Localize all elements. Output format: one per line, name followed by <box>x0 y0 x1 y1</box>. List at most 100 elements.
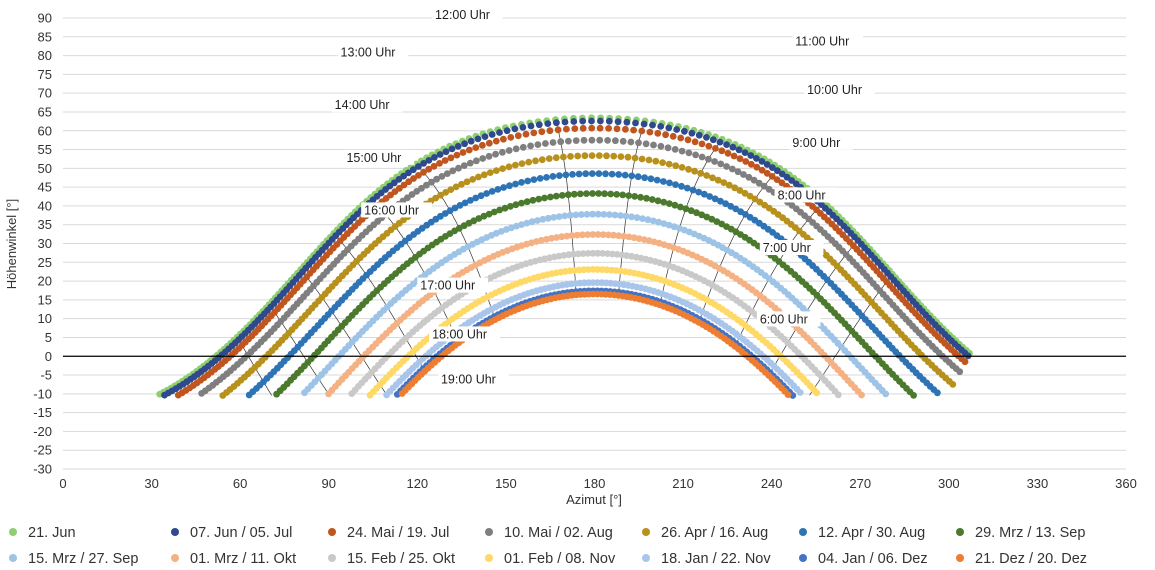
data-point <box>660 220 668 228</box>
data-point <box>956 368 964 376</box>
data-point <box>436 151 444 158</box>
time-label: 7:00 Uhr <box>763 241 811 255</box>
x-tick-label: 330 <box>1027 476 1049 491</box>
data-point <box>580 136 588 144</box>
hour-line <box>555 120 577 295</box>
legend-label: 18. Jan / 22. Nov <box>661 551 771 567</box>
data-point <box>768 173 776 180</box>
data-point <box>490 208 498 216</box>
data-point <box>705 142 713 150</box>
data-point <box>501 204 509 212</box>
data-point <box>709 136 717 144</box>
data-point <box>474 135 482 143</box>
data-point <box>500 184 507 191</box>
data-point <box>536 175 544 182</box>
data-point <box>529 196 537 204</box>
data-point <box>607 190 615 198</box>
time-label-bg <box>774 187 839 203</box>
x-tick-label: 360 <box>1115 476 1137 491</box>
data-point <box>722 200 729 208</box>
data-point <box>671 146 679 153</box>
data-point <box>619 137 627 145</box>
time-label: 17:00 Uhr <box>420 279 475 293</box>
data-point <box>425 165 433 173</box>
data-point <box>538 156 546 164</box>
data-point <box>769 164 776 172</box>
data-point <box>697 169 705 177</box>
y-tick-label: 20 <box>38 274 52 289</box>
data-point <box>555 213 563 221</box>
legend-marker <box>642 528 650 536</box>
data-point <box>662 131 669 139</box>
data-point <box>773 176 781 184</box>
time-label-bg <box>756 311 821 327</box>
data-point <box>561 118 569 126</box>
data-point <box>548 234 555 242</box>
time-label-bg <box>331 97 403 113</box>
data-point <box>654 197 662 205</box>
legend-label: 15. Mrz / 27. Sep <box>28 551 138 567</box>
x-tick-label: 60 <box>233 476 247 491</box>
data-point <box>575 170 583 178</box>
data-point <box>463 178 471 186</box>
data-point <box>665 160 673 168</box>
data-point <box>588 136 596 144</box>
data-point <box>512 201 520 209</box>
y-tick-label: -25 <box>33 443 52 458</box>
data-point <box>451 204 459 212</box>
data-point <box>432 194 439 202</box>
data-point <box>494 186 502 193</box>
data-point <box>545 155 553 163</box>
y-tick-label: 0 <box>45 349 52 364</box>
data-point <box>455 164 462 172</box>
data-point <box>579 231 586 239</box>
series-8 <box>301 210 890 398</box>
data-point <box>683 184 691 192</box>
data-point <box>605 231 612 239</box>
data-point <box>518 221 525 229</box>
data-point <box>672 181 679 189</box>
data-point <box>448 145 456 153</box>
data-point <box>774 167 781 175</box>
data-point <box>492 150 499 158</box>
legend-marker <box>642 554 650 562</box>
data-point <box>549 173 557 180</box>
data-point <box>635 139 642 147</box>
data-point <box>400 181 408 189</box>
data-point <box>530 129 538 137</box>
data-point <box>796 389 804 396</box>
data-point <box>720 179 728 187</box>
x-tick-label: 150 <box>495 476 517 491</box>
data-point <box>425 157 433 164</box>
data-point <box>461 199 469 207</box>
y-tick-label: 45 <box>38 180 52 195</box>
y-tick-label: -15 <box>33 405 52 420</box>
y-tick-label: -30 <box>33 462 52 477</box>
data-point <box>723 141 730 149</box>
data-point <box>640 120 648 128</box>
data-point <box>638 155 646 163</box>
data-point <box>568 232 576 239</box>
data-point <box>547 193 554 201</box>
data-point <box>480 171 488 179</box>
data-point <box>534 141 542 149</box>
time-annotations: 6:00 Uhr 7:00 Uhr 8:00 Uhr 9:00 Uhr 10:00 Uh… <box>331 7 875 387</box>
data-point <box>456 202 464 209</box>
data-point <box>570 250 577 258</box>
data-point <box>610 231 617 239</box>
data-point <box>583 190 590 198</box>
data-point <box>608 250 616 258</box>
legend-marker <box>956 528 964 536</box>
data-point <box>638 127 646 135</box>
data-point <box>563 232 571 240</box>
data-point <box>486 169 494 177</box>
data-point <box>716 138 724 146</box>
data-point <box>449 167 457 175</box>
data-point <box>747 160 755 168</box>
data-point <box>582 170 590 178</box>
data-point <box>630 234 638 242</box>
series-4 <box>198 136 964 397</box>
data-point <box>561 212 569 220</box>
legend-marker <box>171 528 179 536</box>
data-point <box>714 176 722 184</box>
